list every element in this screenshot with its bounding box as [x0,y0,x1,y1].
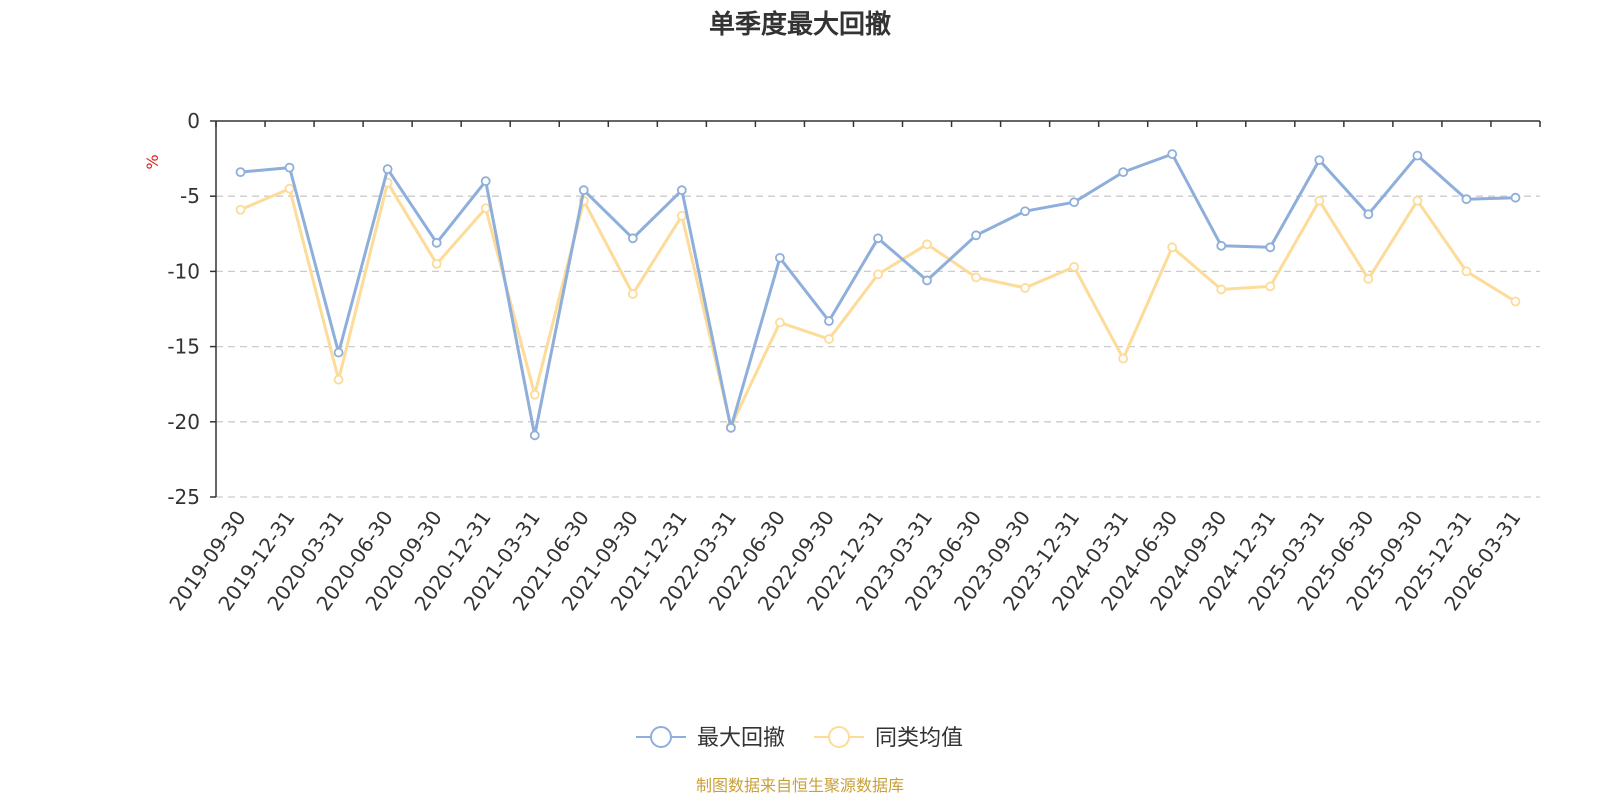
data-point[interactable] [824,334,834,344]
data-point[interactable] [1412,150,1423,161]
data-source-note: 制图数据来自恒生聚源数据库 [696,776,904,795]
series-line [239,181,1517,428]
data-point[interactable] [480,176,491,187]
y-axis-unit-label: % [143,154,162,169]
data-point[interactable] [284,183,295,194]
y-tick-label: -5 [180,184,200,208]
data-point[interactable] [922,239,932,250]
data-point[interactable] [824,316,834,326]
data-point[interactable] [1265,281,1276,292]
y-tick-label: -25 [167,485,200,509]
data-point[interactable] [1461,266,1472,277]
data-point[interactable] [1412,195,1423,206]
legend-marker-icon [828,726,850,748]
data-point[interactable] [1510,192,1521,203]
data-point[interactable] [1118,167,1129,178]
data-point[interactable] [1461,194,1472,205]
y-tick-label: -10 [167,259,200,283]
data-point[interactable] [529,430,540,441]
legend-label: 同类均值 [875,726,963,751]
y-tick-label: -15 [167,335,200,359]
data-point[interactable] [431,258,442,269]
data-point[interactable] [725,422,736,433]
data-point[interactable] [1167,149,1178,159]
data-point[interactable] [431,237,442,248]
data-point[interactable] [1069,197,1080,208]
x-tick-labels: 2019-09-302019-12-312020-03-312020-06-30… [164,506,1525,615]
data-point[interactable] [873,269,883,280]
data-point[interactable] [382,164,393,175]
data-point[interactable] [775,317,785,328]
data-point[interactable] [1069,261,1080,272]
data-point[interactable] [1265,242,1276,253]
axes [210,120,1541,498]
data-point[interactable] [1216,240,1227,251]
data-point[interactable] [284,162,295,173]
data-point[interactable] [627,289,638,299]
y-tick-label: -20 [167,410,200,434]
data-point[interactable] [529,389,540,400]
data-point[interactable] [1020,283,1031,293]
data-point[interactable] [873,233,883,244]
data-point[interactable] [480,203,491,214]
legend[interactable]: 最大回撤 同类均值 [636,726,963,751]
data-point[interactable] [1216,284,1227,295]
legend-item-max-drawdown[interactable]: 最大回撤 [636,726,785,751]
series-lines [235,149,1521,441]
data-point[interactable] [1510,296,1521,307]
data-point[interactable] [578,185,589,196]
data-point[interactable] [333,374,344,385]
chart-title: 单季度最大回撤 [709,9,891,40]
data-point[interactable] [1118,353,1129,364]
data-point[interactable] [1363,274,1374,284]
y-tick-label: 0 [187,109,200,133]
legend-marker-icon [650,726,672,748]
data-point[interactable] [971,272,981,283]
data-point[interactable] [1314,195,1325,206]
data-point[interactable] [1167,242,1178,253]
series-max-drawdown [235,149,1521,441]
data-point[interactable] [922,275,932,286]
data-point[interactable] [333,347,344,358]
data-point[interactable] [676,185,687,196]
series-peer-average [235,177,1521,432]
data-point[interactable] [1314,155,1325,166]
legend-label: 最大回撤 [697,726,785,751]
data-point[interactable] [235,167,246,178]
legend-item-peer-average[interactable]: 同类均值 [814,726,963,751]
y-tick-labels: 0 -5 -10 -15 -20 -25 [167,109,200,509]
data-point[interactable] [1363,209,1374,220]
data-point[interactable] [971,230,981,241]
data-point[interactable] [1020,206,1031,217]
data-point[interactable] [235,204,246,215]
data-point[interactable] [676,210,687,221]
data-point[interactable] [775,252,785,263]
data-point[interactable] [627,233,638,244]
